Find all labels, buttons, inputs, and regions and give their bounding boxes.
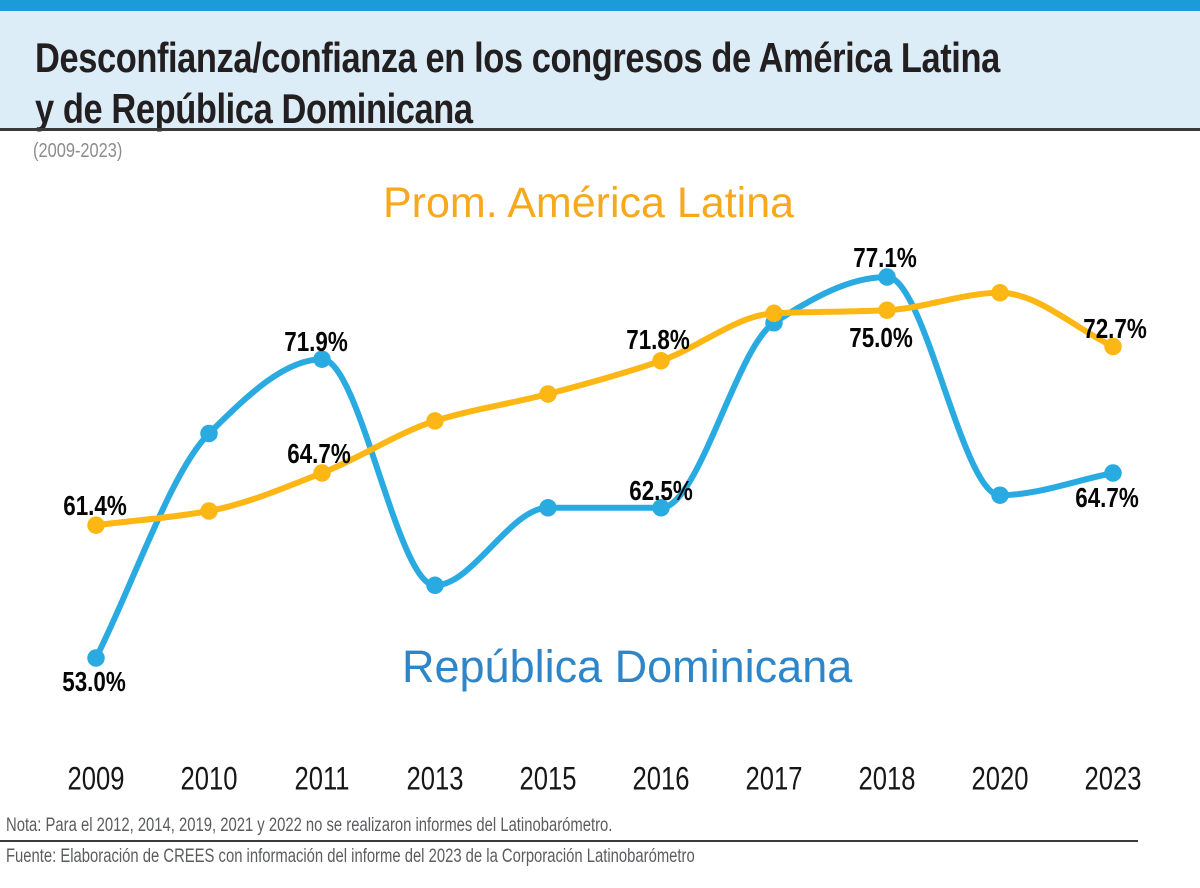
series-line-republica-dominicana [93,273,1116,661]
chart-title: Desconfianza/confianza en los congresos … [35,32,1000,134]
header: Desconfianza/confianza en los congresos … [0,11,1200,132]
value-label-prom-america-latina-2016: 71.8% [626,323,690,355]
x-axis-label-2009: 2009 [67,760,125,797]
series-label-republica-dominicana: República Dominicana [402,641,853,692]
x-axis-label-2011: 2011 [294,760,350,797]
series-line-prom-america-latina [93,289,1116,529]
data-point-prom-america-latina-2023 [1104,337,1122,356]
header-divider [0,128,1200,131]
value-label-republica-dominicana-2011: 71.9% [284,326,348,358]
subtitle-period: (2009-2023) [33,140,123,162]
data-point-prom-america-latina-2011 [313,464,331,482]
x-axis-label-2010: 2010 [180,760,238,797]
data-point-prom-america-latina-2016 [652,352,670,370]
value-label-republica-dominicana-2016: 62.5% [629,474,693,506]
value-label-prom-america-latina-2023: 72.7% [1083,312,1147,344]
top-accent-bar [0,0,1200,11]
value-label-prom-america-latina-2011: 64.7% [287,438,351,470]
x-axis-label-2017: 2017 [745,760,803,797]
data-point-prom-america-latina-2010 [200,502,218,520]
x-axis-label-2023: 2023 [1084,760,1142,797]
data-point-republica-dominicana-2023 [1104,464,1122,482]
x-axis-label-2018: 2018 [858,760,916,797]
data-point-prom-america-latina-2013 [426,412,444,430]
footnote: Nota: Para el 2012, 2014, 2019, 2021 y 2… [6,815,613,836]
value-label-republica-dominicana-2023: 64.7% [1075,482,1139,514]
chart-title-line1: Desconfianza/confianza en los congresos … [35,34,1000,81]
value-label-republica-dominicana-2018: 77.1% [853,241,917,273]
data-point-republica-dominicana-2018 [878,268,896,286]
source-line: Fuente: Elaboración de CREES con informa… [6,846,695,867]
x-axis-label-2015: 2015 [519,760,577,797]
x-axis-label-2020: 2020 [971,760,1029,797]
data-point-prom-america-latina-2009 [87,516,105,534]
data-point-prom-america-latina-2020 [991,284,1009,302]
data-point-prom-america-latina-2018 [878,301,896,319]
value-label-prom-america-latina-2018: 75.0% [849,322,913,354]
data-point-republica-dominicana-2013 [426,576,444,595]
footer-divider [0,840,1138,842]
chart-title-line2: y de República Dominicana [35,85,473,132]
x-axis-label-2016: 2016 [632,760,690,797]
data-point-prom-america-latina-2015 [539,385,557,403]
value-label-republica-dominicana-2009: 53.0% [62,666,126,697]
series-label-prom-america-latina: Prom. América Latina [383,179,795,227]
data-point-republica-dominicana-2010 [200,424,218,443]
data-point-republica-dominicana-2015 [539,499,557,517]
data-point-republica-dominicana-2009 [87,649,105,667]
value-label-prom-america-latina-2009: 61.4% [63,490,127,522]
data-point-republica-dominicana-2016 [652,499,670,517]
data-point-republica-dominicana-2011 [313,350,331,368]
data-point-republica-dominicana-2020 [991,486,1009,504]
data-point-prom-america-latina-2017 [765,304,783,323]
x-axis-label-2013: 2013 [406,760,464,797]
